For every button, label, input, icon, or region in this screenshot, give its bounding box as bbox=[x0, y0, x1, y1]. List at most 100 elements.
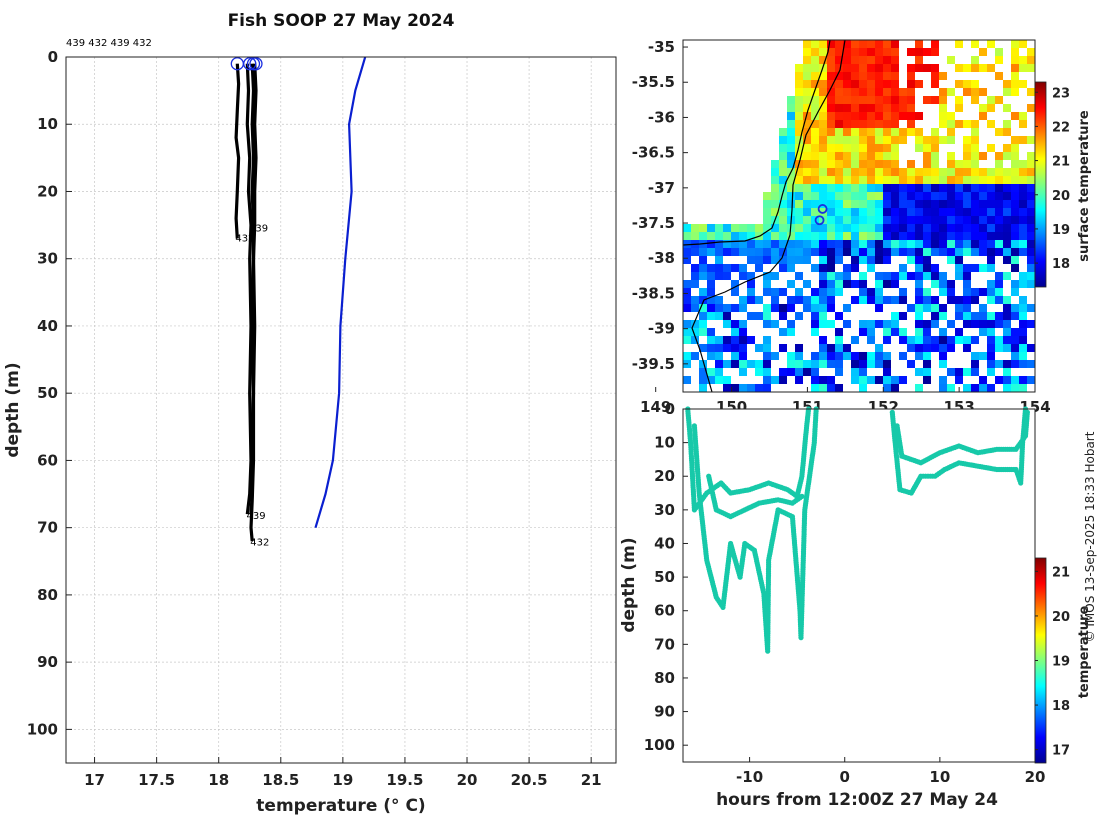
map-sst-cell bbox=[819, 152, 827, 160]
map-sst-cell bbox=[755, 360, 763, 368]
map-sst-cell bbox=[1011, 136, 1019, 144]
map-sst-cell bbox=[907, 176, 915, 184]
map-sst-cell bbox=[859, 376, 867, 384]
map-sst-cell bbox=[739, 328, 747, 336]
map-sst-cell bbox=[883, 328, 891, 336]
map-sst-cell bbox=[811, 40, 819, 48]
map-sst-cell bbox=[779, 240, 787, 248]
map-sst-cell bbox=[795, 200, 803, 208]
map-sst-cell bbox=[1019, 296, 1027, 304]
map-sst-cell bbox=[883, 80, 891, 88]
map-sst-cell bbox=[955, 168, 963, 176]
map-sst-cell bbox=[843, 264, 851, 272]
map-sst-cell bbox=[1003, 384, 1011, 392]
map-sst-cell bbox=[835, 208, 843, 216]
ts-plot-area bbox=[683, 409, 1035, 762]
map-sst-cell bbox=[843, 192, 851, 200]
map-sst-cell bbox=[859, 232, 867, 240]
map-sst-cell bbox=[883, 384, 891, 392]
map-sst-cell bbox=[875, 152, 883, 160]
map-sst-cell bbox=[883, 56, 891, 64]
map-sst-cell bbox=[1019, 216, 1027, 224]
map-sst-cell bbox=[835, 160, 843, 168]
map-sst-cell bbox=[683, 256, 691, 264]
map-sst-cell bbox=[867, 48, 875, 56]
map-sst-cell bbox=[995, 376, 1003, 384]
map-sst-cell bbox=[803, 80, 811, 88]
map-sst-cell bbox=[955, 240, 963, 248]
map-sst-cell bbox=[899, 168, 907, 176]
map-sst-cell bbox=[827, 184, 835, 192]
map-sst-cell bbox=[795, 192, 803, 200]
map-sst-cell bbox=[995, 312, 1003, 320]
map-sst-cell bbox=[931, 64, 939, 72]
map-sst-cell bbox=[891, 240, 899, 248]
map-sst-cell bbox=[963, 336, 971, 344]
map-sst-cell bbox=[691, 352, 699, 360]
profile-x-tick-label: 18 bbox=[208, 771, 229, 789]
profile-x-tick-label: 19.5 bbox=[386, 771, 423, 789]
map-sst-cell bbox=[891, 112, 899, 120]
map-sst-cell bbox=[1011, 240, 1019, 248]
map-sst-cell bbox=[947, 320, 955, 328]
map-sst-cell bbox=[907, 208, 915, 216]
map-sst-cell bbox=[915, 128, 923, 136]
map-sst-cell bbox=[1011, 312, 1019, 320]
map-sst-cell bbox=[835, 224, 843, 232]
map-sst-cell bbox=[795, 360, 803, 368]
map-sst-cell bbox=[891, 248, 899, 256]
map-sst-cell bbox=[819, 360, 827, 368]
map-sst-cell bbox=[923, 192, 931, 200]
map-sst-cell bbox=[891, 64, 899, 72]
map-sst-cell bbox=[811, 208, 819, 216]
map-sst-cell bbox=[683, 240, 691, 248]
map-sst-cell bbox=[779, 344, 787, 352]
profile-end-label: 432 bbox=[250, 537, 269, 548]
map-sst-cell bbox=[1003, 312, 1011, 320]
map-sst-cell bbox=[763, 256, 771, 264]
map-sst-cell bbox=[827, 104, 835, 112]
map-sst-cell bbox=[923, 288, 931, 296]
map-sst-cell bbox=[859, 128, 867, 136]
map-sst-cell bbox=[691, 328, 699, 336]
map-sst-cell bbox=[971, 360, 979, 368]
map-sst-cell bbox=[699, 264, 707, 272]
map-sst-cell bbox=[875, 224, 883, 232]
map-sst-cell bbox=[819, 344, 827, 352]
map-sst-cell bbox=[803, 144, 811, 152]
map-sst-cell bbox=[811, 88, 819, 96]
map-sst-cell bbox=[939, 96, 947, 104]
map-sst-cell bbox=[899, 224, 907, 232]
map-sst-cell bbox=[931, 184, 939, 192]
map-sst-cell bbox=[771, 168, 779, 176]
profile-y-tick-label: 50 bbox=[37, 384, 58, 402]
map-sst-cell bbox=[739, 232, 747, 240]
map-sst-cell bbox=[851, 136, 859, 144]
map-sst-cell bbox=[971, 248, 979, 256]
map-sst-cell bbox=[779, 216, 787, 224]
map-sst-cell bbox=[867, 296, 875, 304]
map-sst-cell bbox=[803, 256, 811, 264]
map-sst-cell bbox=[819, 40, 827, 48]
map-sst-cell bbox=[859, 352, 867, 360]
map-sst-cell bbox=[931, 296, 939, 304]
map-sst-cell bbox=[867, 72, 875, 80]
map-sst-cell bbox=[907, 96, 915, 104]
map-sst-cell bbox=[739, 248, 747, 256]
map-sst-cell bbox=[1019, 312, 1027, 320]
map-sst-cell bbox=[1019, 344, 1027, 352]
map-sst-cell bbox=[955, 248, 963, 256]
map-sst-cell bbox=[939, 272, 947, 280]
map-sst-cell bbox=[955, 256, 963, 264]
map-sst-cell bbox=[899, 376, 907, 384]
map-sst-cell bbox=[683, 224, 691, 232]
map-sst-cell bbox=[963, 272, 971, 280]
sst-colorbar-ticks: 18 19 20 21 22 23 bbox=[1035, 86, 1070, 272]
map-sst-cell bbox=[835, 176, 843, 184]
map-sst-cell bbox=[811, 360, 819, 368]
map-sst-cell bbox=[787, 232, 795, 240]
map-sst-cell bbox=[899, 288, 907, 296]
map-sst-cell bbox=[931, 136, 939, 144]
map-sst-cell bbox=[707, 344, 715, 352]
map-sst-cell bbox=[907, 88, 915, 96]
